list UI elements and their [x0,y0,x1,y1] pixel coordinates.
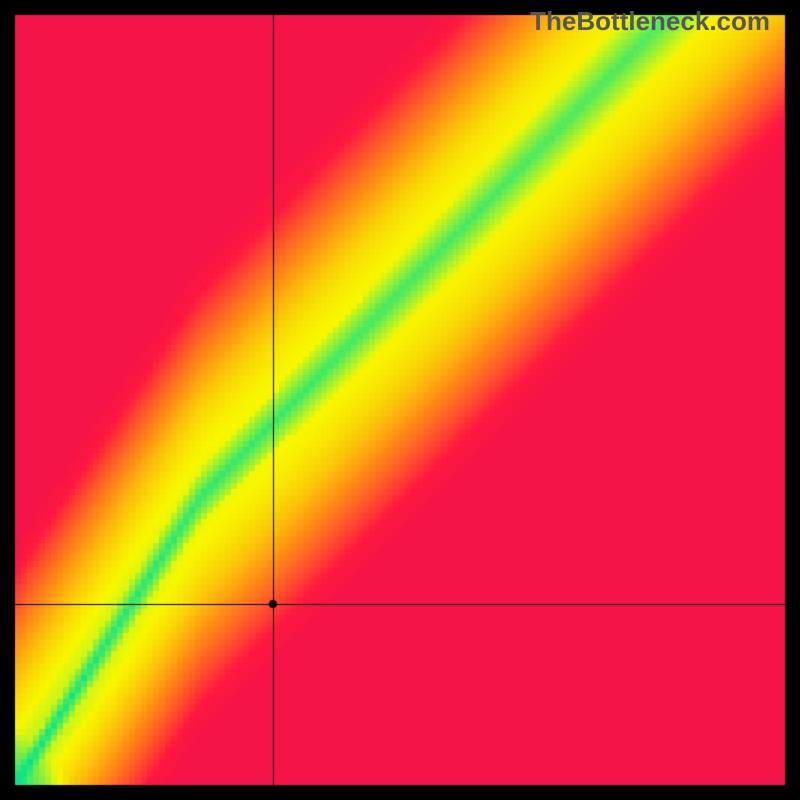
bottleneck-heatmap [0,0,800,800]
watermark-text: TheBottleneck.com [530,6,770,37]
chart-container: TheBottleneck.com [0,0,800,800]
